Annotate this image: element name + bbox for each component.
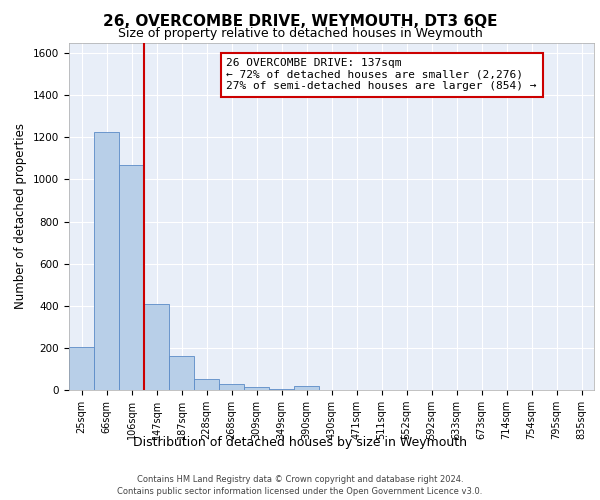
Bar: [244, 388, 269, 390]
Bar: [144, 304, 169, 390]
Bar: [119, 165, 144, 390]
Y-axis label: Number of detached properties: Number of detached properties: [14, 123, 28, 309]
Bar: [294, 386, 319, 390]
Text: Contains HM Land Registry data © Crown copyright and database right 2024.
Contai: Contains HM Land Registry data © Crown c…: [118, 475, 482, 496]
Text: Distribution of detached houses by size in Weymouth: Distribution of detached houses by size …: [133, 436, 467, 449]
Bar: [94, 132, 119, 390]
Text: Size of property relative to detached houses in Weymouth: Size of property relative to detached ho…: [118, 28, 482, 40]
Bar: [269, 389, 294, 390]
Bar: [69, 347, 94, 390]
Bar: [219, 384, 244, 390]
Bar: [169, 356, 194, 390]
Text: 26, OVERCOMBE DRIVE, WEYMOUTH, DT3 6QE: 26, OVERCOMBE DRIVE, WEYMOUTH, DT3 6QE: [103, 14, 497, 29]
Bar: [194, 379, 219, 390]
Text: 26 OVERCOMBE DRIVE: 137sqm
← 72% of detached houses are smaller (2,276)
27% of s: 26 OVERCOMBE DRIVE: 137sqm ← 72% of deta…: [227, 58, 537, 92]
